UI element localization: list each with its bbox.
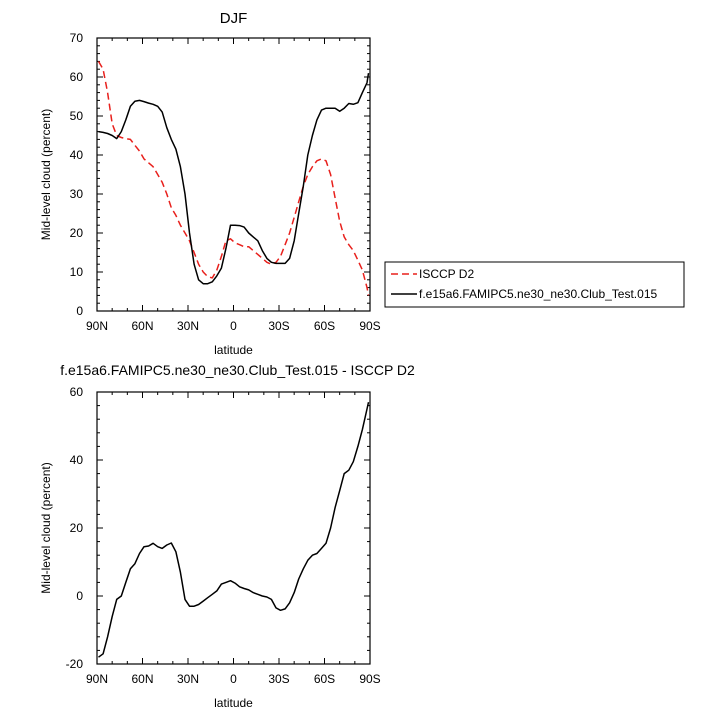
x-tick-label: 60S xyxy=(314,319,335,333)
y-tick-label: 50 xyxy=(70,109,84,123)
legend-entry-2: f.e15a6.FAMIPC5.ne30_ne30.Club_Test.015 xyxy=(419,287,657,301)
x-tick-label: 30N xyxy=(177,672,199,686)
x-tick-label: 30N xyxy=(177,319,199,333)
y-tick-label: 20 xyxy=(70,521,84,535)
y-tick-label: 70 xyxy=(70,31,84,45)
x-tick-label: 60N xyxy=(131,319,153,333)
y-axis-label: Mid-level cloud (percent) xyxy=(39,462,53,593)
x-tick-label: 90S xyxy=(359,319,380,333)
x-axis-label: latitude xyxy=(214,696,253,710)
series-line-1 xyxy=(98,402,370,658)
x-tick-label: 90S xyxy=(359,672,380,686)
x-tick-label: 60S xyxy=(314,672,335,686)
x-tick-label: 90N xyxy=(86,672,108,686)
y-tick-label: 60 xyxy=(70,385,84,399)
x-axis-label: latitude xyxy=(214,343,253,357)
y-tick-label: 20 xyxy=(70,226,84,240)
plot-frame xyxy=(96,391,371,665)
chart-panel-1: DJF 90N 60N 30N 0 30S 60S 90S 0 10 20 30 40 50 60 70 lat… xyxy=(39,10,685,357)
x-tick-label: 0 xyxy=(230,672,237,686)
series-line-1 xyxy=(97,61,370,296)
y-tick-label: 60 xyxy=(70,70,84,84)
legend: ISCCP D2 f.e15a6.FAMIPC5.ne30_ne30.Club_T… xyxy=(384,261,685,308)
chart-panel-2: f.e15a6.FAMIPC5.ne30_ne30.Club_Test.015 … xyxy=(39,362,415,710)
x-tick-label: 30S xyxy=(268,319,289,333)
y-tick-label: 10 xyxy=(70,265,84,279)
chart-title: f.e15a6.FAMIPC5.ne30_ne30.Club_Test.015 … xyxy=(60,362,415,378)
legend-entry-1: ISCCP D2 xyxy=(419,267,474,281)
x-tick-label: 60N xyxy=(131,672,153,686)
x-tick-label: 0 xyxy=(230,319,237,333)
y-axis-label: Mid-level cloud (percent) xyxy=(39,109,53,240)
series-line-2 xyxy=(98,72,370,285)
x-tick-label: 90N xyxy=(86,319,108,333)
y-tick-label: 0 xyxy=(76,589,83,603)
y-tick-label: 40 xyxy=(70,148,84,162)
legend-box xyxy=(384,261,685,308)
y-tick-label: 30 xyxy=(70,187,84,201)
chart-title: DJF xyxy=(220,10,248,27)
y-tick-label: -20 xyxy=(66,657,84,671)
y-tick-label: 40 xyxy=(70,453,84,467)
y-tick-label: 0 xyxy=(76,304,83,318)
x-tick-label: 30S xyxy=(268,672,289,686)
plot-frame xyxy=(96,37,371,312)
